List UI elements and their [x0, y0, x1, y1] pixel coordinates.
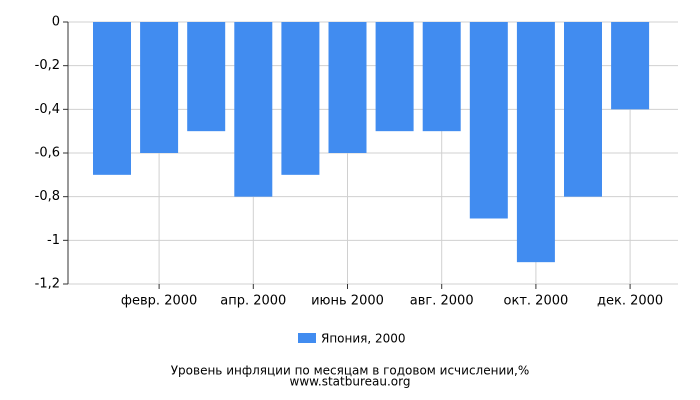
bar: [516, 22, 555, 263]
x-tick-label: июнь 2000: [311, 294, 384, 309]
x-tick-label: апр. 2000: [220, 294, 286, 309]
y-tick-label: -1,2: [35, 277, 60, 292]
y-tick-label: 0: [52, 15, 60, 30]
bar: [328, 22, 367, 153]
y-tick-label: -0,8: [35, 189, 60, 204]
y-tick-label: -1: [47, 233, 60, 248]
chart-subtitle: www.statbureau.org: [290, 375, 411, 389]
x-tick-label: авг. 2000: [410, 294, 474, 309]
y-tick-label: -0,4: [35, 102, 60, 117]
bar: [281, 22, 320, 175]
x-tick-label: дек. 2000: [597, 294, 663, 309]
chart-title: Уровень инфляции по месяцам в годовом ис…: [171, 364, 530, 378]
y-tick-label: -0,6: [35, 146, 60, 161]
bar: [611, 22, 650, 110]
bar: [469, 22, 508, 219]
bar: [93, 22, 131, 175]
y-tick-label: -0,2: [35, 58, 60, 73]
bar: [187, 22, 226, 132]
legend-label: Япония, 2000: [321, 332, 406, 346]
x-tick-label: февр. 2000: [121, 294, 197, 309]
bar: [564, 22, 602, 197]
bar: [234, 22, 273, 197]
bar: [140, 22, 179, 153]
legend-swatch: [298, 333, 316, 343]
bar: [375, 22, 414, 132]
x-tick-label: окт. 2000: [504, 294, 569, 309]
bar: [422, 22, 461, 132]
